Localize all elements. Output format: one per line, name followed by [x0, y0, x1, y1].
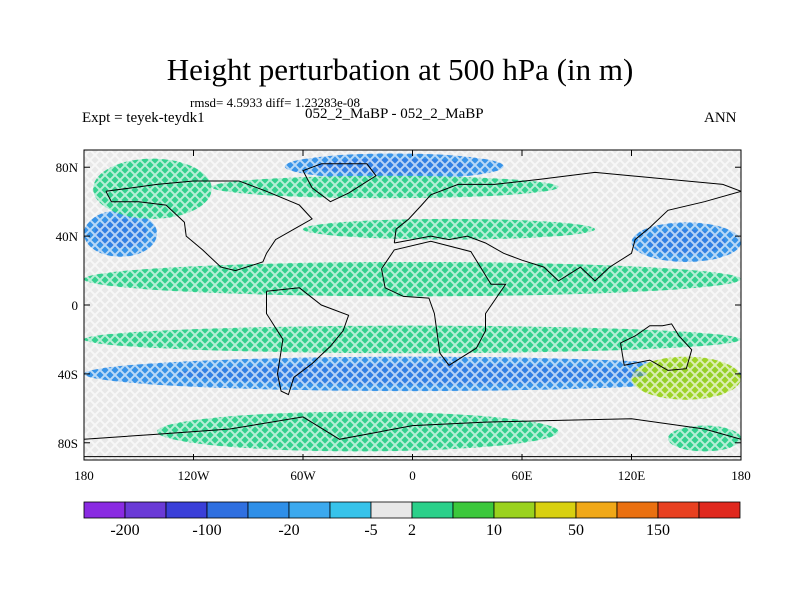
- coastline-0: [105, 180, 313, 272]
- colorbar-label: -5: [364, 522, 377, 539]
- colorbar-label: -200: [110, 522, 139, 539]
- colorbar-box: [534, 501, 577, 519]
- chart-subtitle: rmsd= 4.5933 diff= 1.23283e-08: [190, 95, 361, 110]
- colorbar-box: [452, 501, 495, 519]
- colorbar-box: [698, 501, 741, 519]
- colorbar-box: [288, 501, 331, 519]
- colorbar-box: [411, 501, 454, 519]
- coastline-1: [266, 287, 350, 396]
- x-tick-label: 0: [409, 468, 416, 483]
- colorbar-box: [493, 501, 536, 519]
- chart-title: Height perturbation at 500 hPa (in m): [166, 52, 634, 87]
- colorbar-label: 2: [408, 522, 416, 539]
- season-label: ANN: [704, 110, 737, 126]
- coastline-outline: [84, 163, 741, 458]
- coastline-6: [84, 416, 741, 458]
- case-label: 052_2_MaBP - 052_2_MaBP: [305, 106, 484, 122]
- coastline-4: [381, 240, 507, 366]
- x-tick-label: 120E: [618, 468, 646, 483]
- y-tick-label: 40S: [58, 367, 78, 382]
- colorbar-box: [575, 501, 618, 519]
- coastline-5: [620, 323, 693, 371]
- colorbar-box: [206, 501, 249, 519]
- x-tick-label: 180: [731, 468, 751, 483]
- heatmap-plot-area: [84, 150, 741, 460]
- y-tick-label: 0: [72, 298, 79, 313]
- x-tick-label: 60E: [512, 468, 533, 483]
- coastline-3: [393, 171, 741, 282]
- colorbar-box: [83, 501, 126, 519]
- y-tick-label: 80N: [56, 160, 79, 175]
- experiment-label: Expt = teyek-teydk1: [82, 110, 205, 126]
- x-tick-label: 120W: [178, 468, 211, 483]
- colorbar-box: [165, 501, 208, 519]
- colorbar-label: 10: [486, 522, 502, 539]
- colorbar-box: [124, 501, 167, 519]
- colorbar-label: -100: [192, 522, 221, 539]
- colorbar-box: [247, 501, 290, 519]
- heatmap-hatching: [84, 150, 741, 460]
- colorbar-label: 50: [568, 522, 584, 539]
- colorbar-box: [616, 501, 659, 519]
- axis-ticks: 180 120W 60W 0 60E 120E 180 80N 40N 0 40S 80S: [56, 150, 751, 483]
- colorbar-label: -20: [278, 522, 299, 539]
- colorbar: -200 -100 -20 -5 2 10 50 150: [83, 501, 741, 539]
- colorbar-label: 150: [646, 522, 670, 539]
- x-tick-label: 60W: [290, 468, 316, 483]
- colorbar-box: [329, 501, 372, 519]
- colorbar-box: [370, 501, 413, 519]
- coastline-2: [302, 163, 377, 203]
- y-tick-label: 80S: [58, 436, 78, 451]
- x-tick-label: 180: [74, 468, 94, 483]
- colorbar-box: [657, 501, 700, 519]
- y-tick-label: 40N: [56, 229, 79, 244]
